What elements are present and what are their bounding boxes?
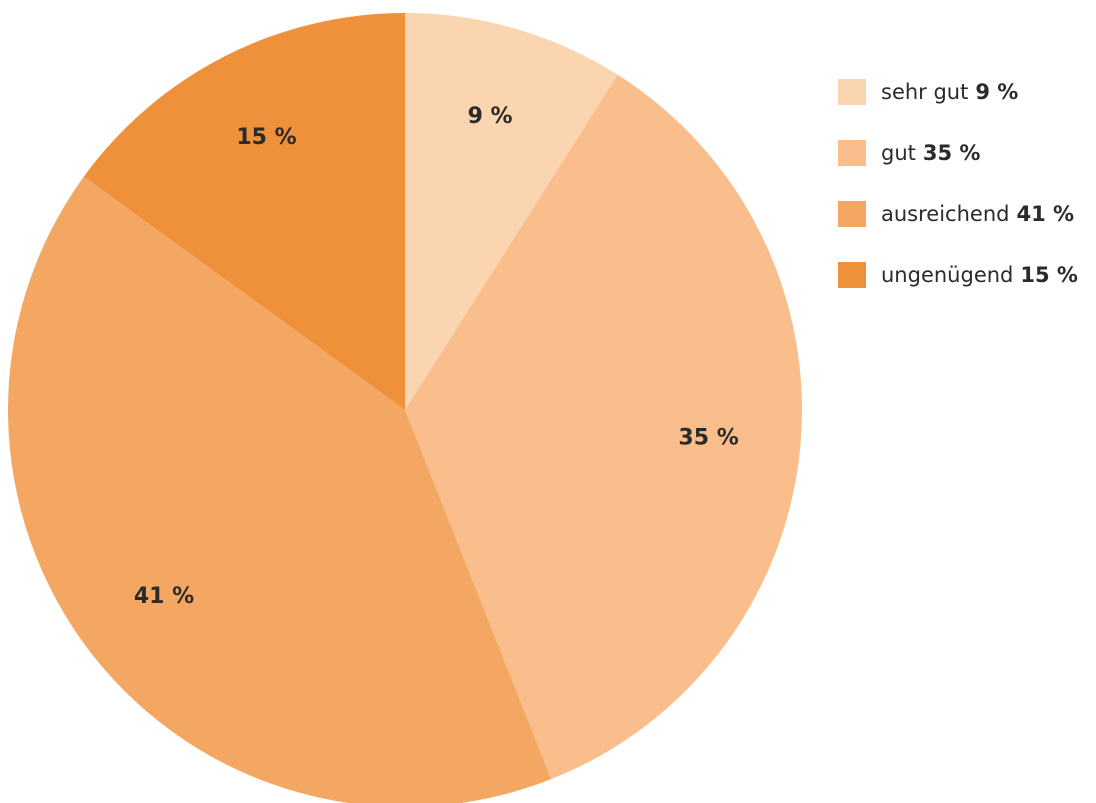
legend-percentage: 35 % [922, 140, 981, 165]
legend-swatch [838, 200, 866, 227]
pie-slice-label: 35 % [678, 426, 738, 451]
pie-slice-label: 41 % [134, 584, 194, 609]
legend: sehr gut 9 % gut 35 % ausreichend 41 % unge… [838, 76, 1078, 320]
legend-percentage: 15 % [1020, 262, 1078, 287]
legend-item-sehr-gut: sehr gut 9 % [838, 76, 1078, 107]
legend-category: sehr gut [881, 79, 969, 104]
legend-category: ungenügend [881, 262, 1014, 287]
legend-category: gut [881, 140, 916, 165]
legend-category: ausreichend [881, 201, 1010, 226]
pie-slice-label: 15 % [236, 125, 296, 150]
legend-label: gut 35 % [881, 141, 980, 165]
pie-slice-sehr-gut [405, 13, 618, 410]
pie-slice-labels: 9 % 35 % 41 % 15 % [134, 104, 739, 609]
legend-label: sehr gut 9 % [881, 80, 1018, 104]
legend-swatch [838, 139, 866, 166]
legend-item-ausreichend: ausreichend 41 % [838, 198, 1078, 229]
legend-label: ausreichend 41 % [881, 202, 1074, 226]
legend-item-ungenuegend: ungenügend 15 % [838, 259, 1078, 290]
pie-slices [8, 13, 803, 803]
legend-percentage: 41 % [1016, 201, 1075, 226]
legend-percentage: 9 % [975, 79, 1019, 104]
pie-slice-label: 9 % [468, 104, 513, 129]
pie-chart: 9 % 35 % 41 % 15 % [8, 13, 803, 803]
pie-slice-ausreichend [8, 176, 552, 803]
legend-swatch [838, 261, 866, 288]
legend-item-gut: gut 35 % [838, 137, 1078, 168]
pie-slice-gut [405, 74, 803, 780]
legend-label: ungenügend 15 % [881, 263, 1078, 287]
pie-slice-ungen-gend [83, 13, 405, 410]
legend-swatch [838, 78, 866, 105]
